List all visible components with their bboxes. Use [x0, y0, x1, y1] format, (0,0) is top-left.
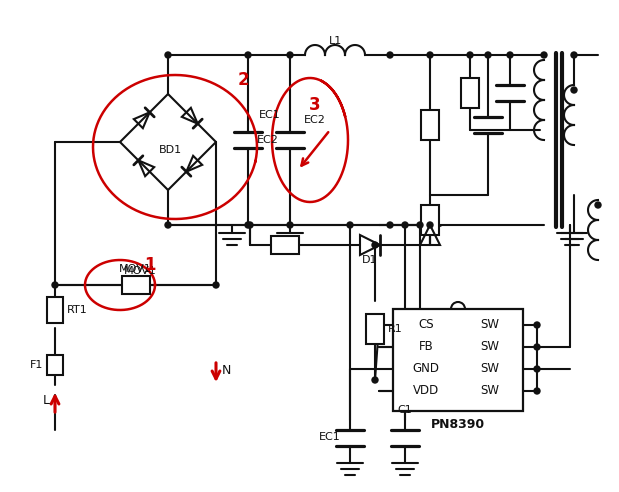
Text: EC1: EC1: [319, 432, 341, 442]
Circle shape: [507, 52, 513, 58]
Bar: [47, 297, 63, 323]
Text: L: L: [43, 394, 50, 406]
Bar: [461, 78, 479, 107]
Bar: [366, 314, 384, 344]
Text: RT1: RT1: [67, 305, 87, 315]
Text: EC2: EC2: [257, 135, 279, 145]
Text: 2: 2: [237, 71, 249, 89]
Circle shape: [534, 344, 540, 350]
Text: MOV1: MOV1: [119, 264, 152, 274]
Text: SW: SW: [480, 340, 500, 353]
Text: D1: D1: [362, 255, 378, 265]
Bar: [421, 110, 439, 140]
Circle shape: [402, 222, 408, 228]
Circle shape: [372, 242, 378, 248]
Circle shape: [534, 388, 540, 394]
Circle shape: [287, 222, 293, 228]
Circle shape: [213, 282, 219, 288]
Circle shape: [467, 52, 473, 58]
Text: EC2: EC2: [304, 115, 326, 125]
Circle shape: [595, 202, 601, 208]
Circle shape: [287, 52, 293, 58]
Circle shape: [534, 366, 540, 372]
Text: FB: FB: [418, 340, 433, 353]
Text: R1: R1: [387, 324, 402, 334]
Circle shape: [245, 222, 251, 228]
Text: EC1: EC1: [259, 110, 281, 120]
Circle shape: [387, 52, 393, 58]
Text: F1: F1: [30, 360, 44, 370]
Circle shape: [387, 222, 393, 228]
Text: SW: SW: [480, 385, 500, 398]
Bar: [421, 205, 439, 235]
Text: MOV1: MOV1: [124, 266, 157, 276]
Circle shape: [372, 377, 378, 383]
Circle shape: [427, 52, 433, 58]
Circle shape: [165, 52, 171, 58]
Text: 3: 3: [309, 96, 321, 114]
Circle shape: [541, 52, 547, 58]
Bar: [393, 309, 523, 411]
Circle shape: [165, 222, 171, 228]
Text: C1: C1: [397, 405, 412, 415]
Circle shape: [427, 222, 433, 228]
Circle shape: [245, 52, 251, 58]
Circle shape: [347, 222, 353, 228]
Text: SW: SW: [480, 363, 500, 375]
Bar: [121, 276, 150, 294]
Bar: [271, 236, 299, 254]
Text: N: N: [222, 364, 231, 376]
Circle shape: [534, 322, 540, 328]
Circle shape: [52, 282, 58, 288]
Text: 1: 1: [144, 256, 156, 274]
Text: GND: GND: [412, 363, 439, 375]
Circle shape: [247, 222, 253, 228]
Circle shape: [571, 87, 577, 93]
Text: VDD: VDD: [413, 385, 439, 398]
Text: BD1: BD1: [158, 145, 181, 155]
Circle shape: [417, 222, 423, 228]
Text: L1: L1: [328, 36, 342, 46]
Circle shape: [571, 52, 577, 58]
Text: CS: CS: [418, 318, 434, 332]
Bar: [47, 355, 63, 375]
Text: PN8390: PN8390: [431, 419, 485, 431]
Circle shape: [485, 52, 491, 58]
Text: SW: SW: [480, 318, 500, 332]
